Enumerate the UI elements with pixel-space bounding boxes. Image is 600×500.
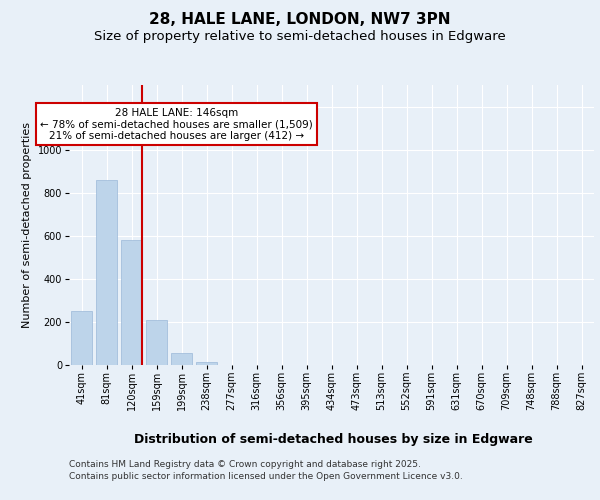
Text: 28 HALE LANE: 146sqm
← 78% of semi-detached houses are smaller (1,509)
21% of se: 28 HALE LANE: 146sqm ← 78% of semi-detac…	[40, 108, 313, 141]
Bar	[121, 240, 142, 365]
Y-axis label: Number of semi-detached properties: Number of semi-detached properties	[22, 122, 32, 328]
Bar	[196, 362, 217, 365]
Text: Contains public sector information licensed under the Open Government Licence v3: Contains public sector information licen…	[69, 472, 463, 481]
Bar	[96, 180, 117, 365]
Text: Contains HM Land Registry data © Crown copyright and database right 2025.: Contains HM Land Registry data © Crown c…	[69, 460, 421, 469]
Text: Distribution of semi-detached houses by size in Edgware: Distribution of semi-detached houses by …	[134, 432, 532, 446]
Text: 28, HALE LANE, LONDON, NW7 3PN: 28, HALE LANE, LONDON, NW7 3PN	[149, 12, 451, 28]
Text: Size of property relative to semi-detached houses in Edgware: Size of property relative to semi-detach…	[94, 30, 506, 43]
Bar	[71, 311, 92, 365]
Bar	[171, 353, 192, 365]
Bar	[146, 320, 167, 365]
